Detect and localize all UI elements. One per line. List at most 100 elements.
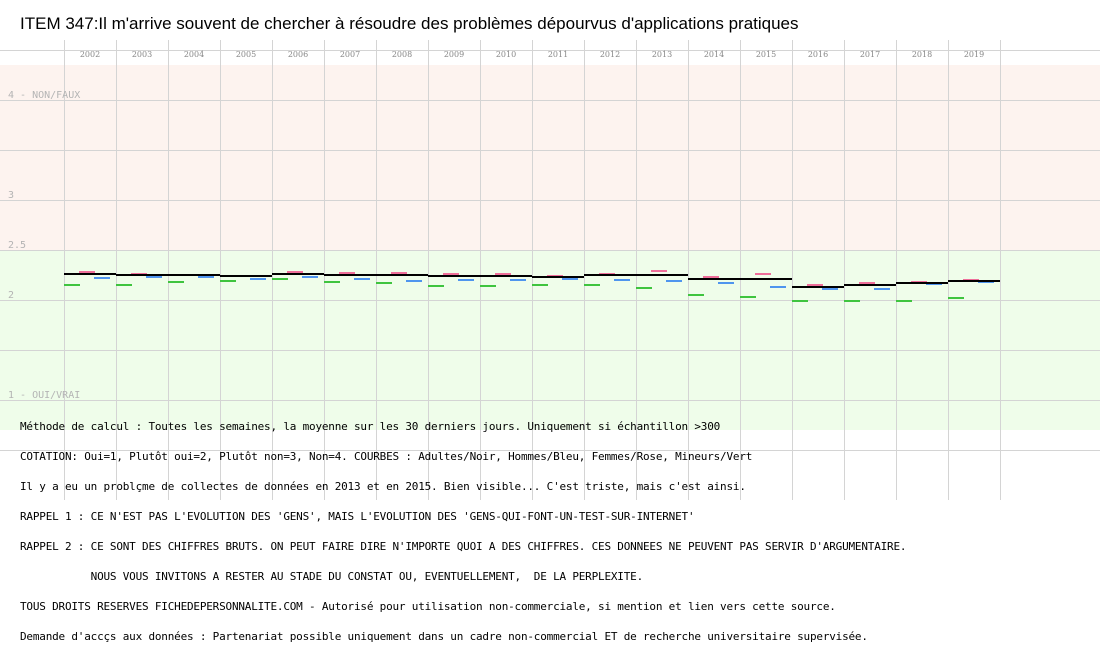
data-mark-mineurs [688, 294, 704, 296]
x-tick-label: 2014 [704, 50, 724, 59]
note-line: RAPPEL 1 : CE N'EST PAS L'EVOLUTION DES … [20, 510, 695, 523]
chart-title: ITEM 347:Il m'arrive souvent de chercher… [20, 14, 799, 33]
data-mark-hommes [770, 286, 786, 288]
x-tick-label: 2002 [80, 50, 100, 59]
data-mark-mineurs [220, 280, 236, 282]
x-tick-label: 2009 [444, 50, 464, 59]
note-line: TOUS DROITS RESERVES FICHEDEPERSONNALITE… [20, 600, 836, 613]
data-mark-hommes [406, 280, 422, 282]
x-tick-label: 2003 [132, 50, 152, 59]
data-mark-mineurs [272, 278, 288, 280]
data-mark-mineurs [168, 281, 184, 283]
data-mark-adultes [740, 278, 792, 280]
data-mark-mineurs [480, 285, 496, 287]
data-mark-adultes [948, 280, 1000, 282]
data-mark-hommes [302, 276, 318, 278]
data-mark-mineurs [948, 297, 964, 299]
data-mark-femmes [703, 276, 719, 278]
data-mark-mineurs [844, 300, 860, 302]
data-mark-adultes [116, 274, 168, 276]
data-mark-adultes [428, 275, 480, 277]
series-adultes [64, 273, 1000, 288]
data-mark-adultes [376, 274, 428, 276]
data-mark-hommes [562, 278, 578, 280]
data-mark-adultes [64, 273, 116, 275]
y-tick-label: 2 [8, 290, 14, 301]
data-mark-adultes [220, 275, 272, 277]
x-tick-label: 2018 [912, 50, 932, 59]
data-mark-adultes [272, 273, 324, 275]
data-mark-mineurs [324, 281, 340, 283]
note-line: Il y a eu un problçme de collectes de do… [20, 480, 746, 493]
data-mark-mineurs [584, 284, 600, 286]
data-mark-hommes [718, 282, 734, 284]
y-tick-label: 4 - NON/FAUX [8, 90, 80, 101]
data-mark-femmes [79, 271, 95, 273]
data-mark-adultes [324, 274, 376, 276]
data-mark-hommes [666, 280, 682, 282]
x-tick-label: 2004 [184, 50, 204, 59]
data-mark-mineurs [116, 284, 132, 286]
x-tick-label: 2007 [340, 50, 360, 59]
data-mark-hommes [354, 278, 370, 280]
y-tick-label: 1 - OUI/VRAI [8, 390, 80, 401]
note-line: Demande d'accçs aux données : Partenaria… [20, 630, 868, 643]
data-mark-femmes [755, 273, 771, 275]
x-tick-label: 2010 [496, 50, 516, 59]
data-mark-femmes [391, 272, 407, 274]
x-tick-label: 2013 [652, 50, 672, 59]
data-mark-mineurs [896, 300, 912, 302]
data-mark-mineurs [532, 284, 548, 286]
data-mark-mineurs [428, 285, 444, 287]
data-mark-femmes [495, 273, 511, 275]
y-tick-label: 3 [8, 190, 14, 201]
background-zone [0, 65, 1100, 250]
data-mark-hommes [510, 279, 526, 281]
x-tick-label: 2011 [548, 50, 568, 59]
note-line: Méthode de calcul : Toutes les semaines,… [20, 420, 721, 433]
note-line: RAPPEL 2 : CE SONT DES CHIFFRES BRUTS. O… [20, 540, 907, 553]
note-line: COTATION: Oui=1, Plutôt oui=2, Plutôt no… [20, 450, 753, 463]
data-mark-adultes [532, 276, 584, 278]
x-tick-label: 2019 [964, 50, 984, 59]
data-mark-femmes [287, 271, 303, 273]
data-mark-hommes [146, 276, 162, 278]
data-mark-adultes [480, 275, 532, 277]
data-mark-adultes [168, 274, 220, 276]
data-mark-mineurs [740, 296, 756, 298]
x-tick-label: 2015 [756, 50, 776, 59]
data-mark-mineurs [636, 287, 652, 289]
data-mark-adultes [844, 284, 896, 286]
x-tick-label: 2016 [808, 50, 828, 59]
data-mark-mineurs [792, 300, 808, 302]
data-mark-mineurs [64, 284, 80, 286]
data-mark-femmes [651, 270, 667, 272]
data-mark-hommes [458, 279, 474, 281]
x-tick-label: 2012 [600, 50, 620, 59]
x-tick-label: 2008 [392, 50, 412, 59]
data-mark-hommes [614, 279, 630, 281]
x-tick-label: 2006 [288, 50, 308, 59]
data-mark-adultes [792, 286, 844, 288]
data-mark-mineurs [376, 282, 392, 284]
y-tick-label: 2.5 [8, 240, 26, 251]
data-mark-hommes [198, 276, 214, 278]
chart: 4 - NON/FAUX 3 2.5 2 1 - OUI/VRAI 2002 2003 20… [0, 14, 1100, 500]
series-mineurs [64, 278, 964, 302]
x-tick-label: 2017 [860, 50, 880, 59]
data-mark-adultes [584, 274, 636, 276]
data-mark-femmes [443, 273, 459, 275]
note-line: NOUS VOUS INVITONS A RESTER AU STADE DU … [20, 570, 644, 583]
data-mark-hommes [250, 278, 266, 280]
data-mark-hommes [94, 277, 110, 279]
data-mark-femmes [339, 272, 355, 274]
data-mark-hommes [822, 288, 838, 290]
data-mark-femmes [807, 284, 823, 286]
data-mark-hommes [874, 288, 890, 290]
data-mark-femmes [859, 282, 875, 284]
notes-block: Méthode de calcul : Toutes les semaines,… [20, 402, 1090, 652]
data-mark-adultes [688, 278, 740, 280]
x-tick-label: 2005 [236, 50, 256, 59]
data-mark-adultes [636, 274, 688, 276]
data-mark-adultes [896, 282, 948, 284]
